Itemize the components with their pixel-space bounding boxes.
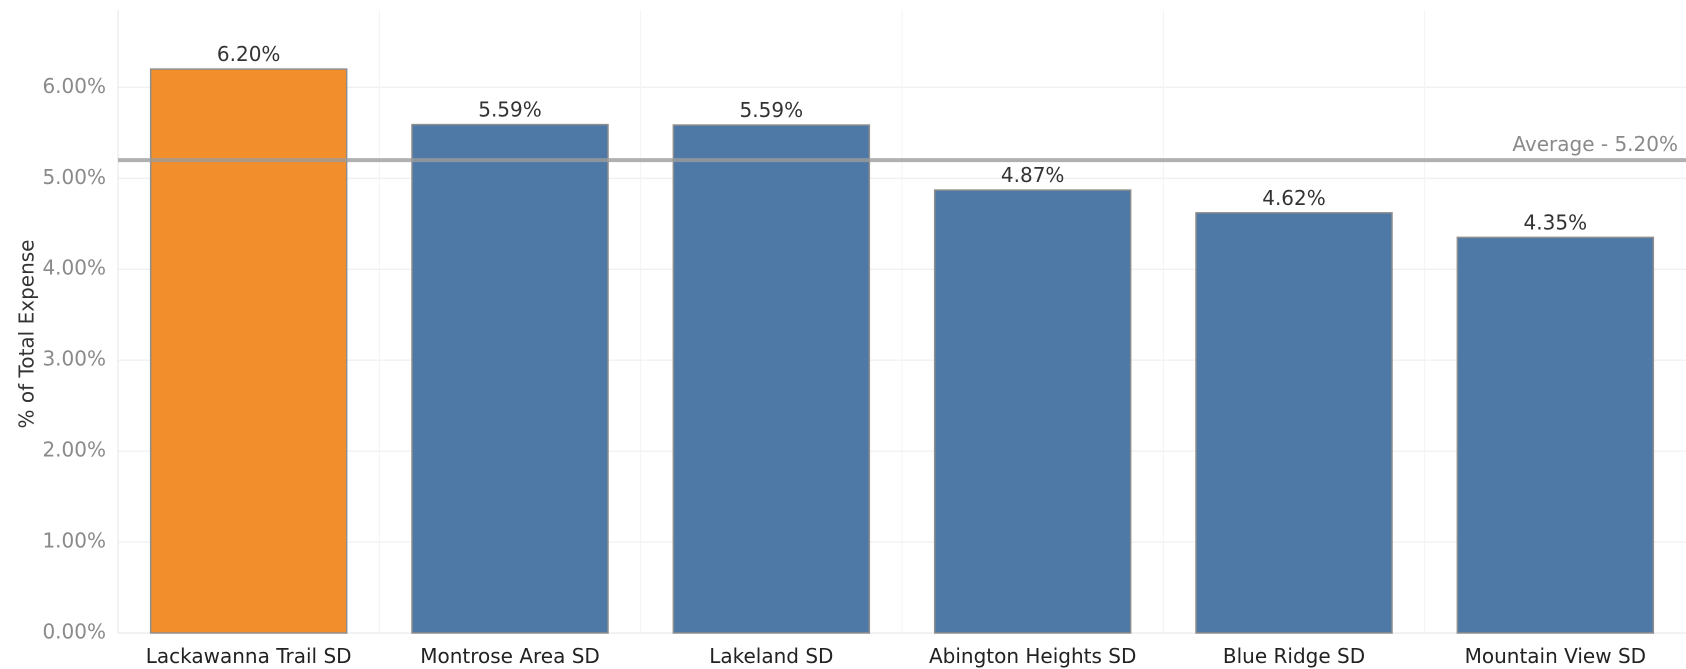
x-tick-label: Mountain View SD	[1465, 644, 1646, 668]
x-tick-label: Montrose Area SD	[420, 644, 600, 668]
bar[interactable]	[1195, 212, 1393, 634]
bar-data-label: 4.35%	[1524, 210, 1588, 234]
x-tick-label: Blue Ridge SD	[1223, 644, 1365, 668]
y-tick-label: 0.00%	[42, 620, 106, 644]
y-tick-label: 6.00%	[42, 74, 106, 98]
bar-data-label: 5.59%	[740, 98, 804, 122]
y-tick-label: 1.00%	[42, 529, 106, 553]
bar-data-label: 4.62%	[1262, 186, 1326, 210]
y-axis-title: % of Total Expense	[15, 240, 39, 429]
y-tick-label: 4.00%	[42, 256, 106, 280]
axes	[117, 10, 1686, 634]
labels: 0.00% 1.00% 2.00% 3.00% 4.00% 5.00% 6.00% 6.20%…	[42, 42, 1646, 668]
bar-data-label: 4.87%	[1001, 163, 1065, 187]
gridlines	[118, 10, 1686, 633]
x-tick-label: Abington Heights SD	[929, 644, 1136, 668]
y-tick-label: 5.00%	[42, 165, 106, 189]
y-tick-label: 2.00%	[42, 438, 106, 462]
bar[interactable]	[672, 124, 871, 634]
reference-line-group: Average - 5.20%	[118, 132, 1686, 163]
bar[interactable]	[933, 189, 1132, 634]
average-reference-label: Average - 5.20%	[1512, 132, 1678, 156]
bar[interactable]	[411, 123, 609, 634]
bar[interactable]	[149, 68, 348, 634]
bar-data-label: 5.59%	[478, 98, 542, 122]
bar[interactable]	[1456, 236, 1655, 634]
x-tick-label: Lackawanna Trail SD	[146, 644, 352, 668]
bar-data-label: 6.20%	[217, 42, 281, 66]
y-tick-label: 3.00%	[42, 347, 106, 371]
bars	[149, 68, 1655, 634]
x-tick-label: Lakeland SD	[709, 644, 833, 668]
